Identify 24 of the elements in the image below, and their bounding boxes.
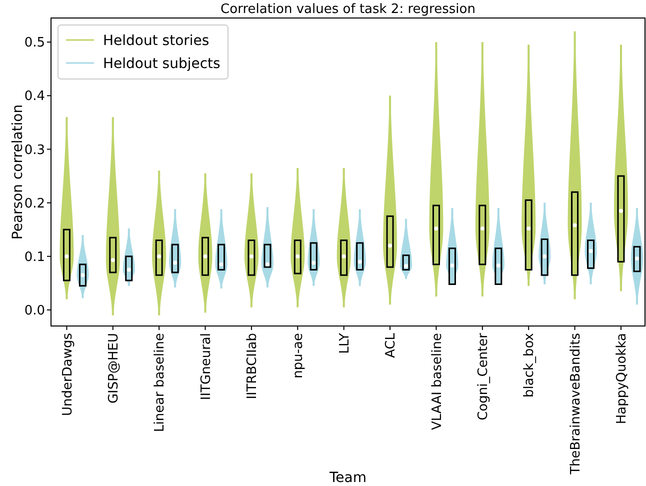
y-tick-label: 0.0 (24, 303, 45, 318)
y-tick-label: 0.2 (24, 196, 45, 212)
y-tick-label: 0.4 (24, 89, 45, 104)
x-tick-label: LLY (337, 332, 352, 354)
x-axis-title: Team (328, 470, 367, 486)
x-tick-label: TheBrainwaveBandits (568, 332, 584, 476)
x-tick-label: Cogni_Center (476, 332, 491, 420)
x-tick-label: black_box (522, 332, 538, 398)
y-axis-title: Pearson correlation (10, 104, 26, 240)
x-tick-label: GISP@HEU (106, 333, 122, 404)
chart-title: Correlation values of task 2: regression (220, 2, 476, 17)
x-tick-label: Linear baseline (152, 333, 168, 432)
y-tick-label: 0.5 (24, 36, 45, 51)
x-tick-label: IITRBCIIab (245, 333, 260, 400)
y-tick-label: 0.3 (24, 142, 45, 158)
x-tick-label: UnderDawgs (60, 332, 76, 416)
x-tick-label: npu-ae (291, 333, 306, 378)
x-tick-label: ACL (384, 332, 399, 358)
legend-label: Heldout subjects (103, 56, 220, 72)
x-tick-label: HappyQuokka (614, 333, 630, 424)
legend-label: Heldout stories (103, 32, 210, 49)
y-tick-label: 0.1 (24, 250, 45, 265)
x-tick-label: VLAAI baseline (430, 333, 445, 430)
x-tick-label: IITGneural (198, 333, 214, 400)
